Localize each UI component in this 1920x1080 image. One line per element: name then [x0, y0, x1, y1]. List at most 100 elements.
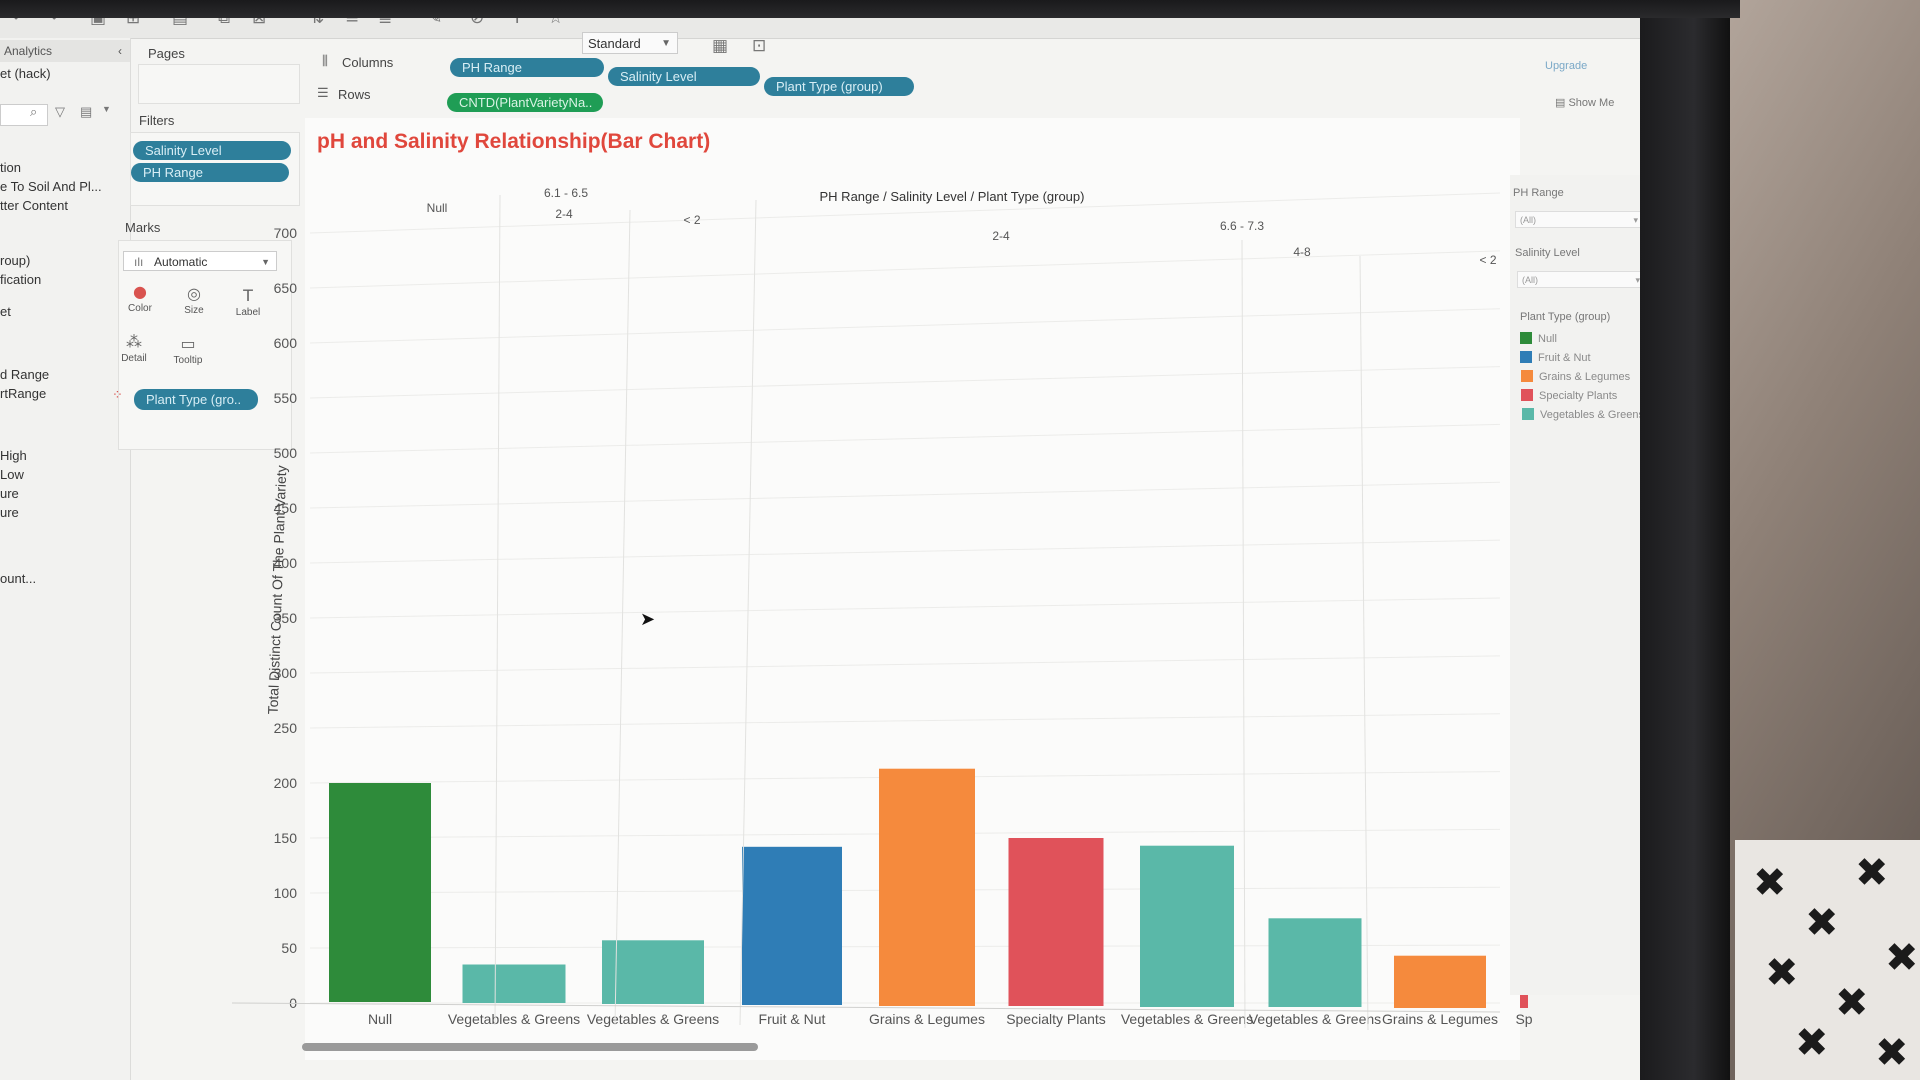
label-button-label: Label — [235, 307, 261, 318]
ph-group-label: 6.6 - 7.3 — [1220, 219, 1264, 233]
field-item[interactable]: High — [0, 448, 27, 463]
mark-type-value: Automatic — [154, 255, 208, 269]
legend-swatch — [1520, 332, 1532, 344]
salinity-filter-title: Salinity Level — [1515, 247, 1580, 259]
detail-icon: ⁂ — [126, 332, 142, 351]
bar — [462, 964, 566, 1003]
columns-pill-plant-type[interactable]: Plant Type (group) — [764, 77, 914, 96]
fit-select-value: Standard — [588, 36, 641, 51]
columns-pill-ph-range[interactable]: PH Range — [450, 58, 604, 77]
filter-pill-salinity[interactable]: Salinity Level — [133, 141, 291, 160]
gridline — [309, 597, 1501, 619]
pages-shelf[interactable] — [138, 64, 300, 104]
field-item[interactable]: roup) — [0, 253, 31, 268]
size-button[interactable]: ◎ Size — [170, 278, 218, 324]
analytics-tab-label: Analytics — [4, 44, 53, 58]
salinity-filter-select[interactable]: (All) ▾ — [1517, 271, 1645, 288]
detail-button[interactable]: ⁂ Detail — [110, 326, 158, 372]
marks-title: Marks — [125, 220, 161, 235]
bar-mark-icon: ılı — [134, 255, 144, 269]
show-me-button[interactable]: ▤ Show Me — [1555, 96, 1614, 109]
tooltip-icon: ▭ — [180, 334, 196, 353]
field-item[interactable]: ount... — [0, 571, 37, 586]
show-mark-labels-icon[interactable]: T — [512, 8, 523, 28]
gridline — [309, 192, 1501, 234]
bar — [879, 768, 975, 1006]
legend-item-grains-legumes[interactable]: Grains & Legumes — [1521, 370, 1630, 383]
salinity-group-label: < 2 — [683, 213, 700, 227]
x-axis-line — [231, 1002, 1501, 1013]
legend-item-vegetables-greens[interactable]: Vegetables & Greens — [1522, 408, 1644, 421]
field-item[interactable]: d Range — [0, 367, 50, 382]
ph-range-filter-select[interactable]: (All) ▾ — [1515, 211, 1643, 228]
label-icon: T — [243, 286, 253, 305]
filter-fields-icon[interactable]: ▽ — [55, 104, 65, 119]
header-title: PH Range / Salinity Level / Plant Type (… — [820, 189, 1085, 204]
y-tick-label: 300 — [274, 665, 298, 681]
y-tick-label: 450 — [274, 500, 298, 516]
fit-select[interactable]: Standard ▼ — [582, 32, 678, 54]
view-options-icon[interactable]: ▤ — [80, 104, 93, 119]
salinity-group-label: 2-4 — [992, 229, 1010, 243]
field-item[interactable]: Low — [0, 467, 24, 482]
y-tick-label: 550 — [274, 390, 298, 406]
show-cards-icon[interactable]: ▦ — [712, 36, 729, 56]
field-item[interactable]: e To Soil And Pl... — [0, 179, 102, 194]
legend-swatch — [1521, 389, 1533, 401]
collapse-icon[interactable]: ‹ — [118, 44, 122, 58]
search-field-input[interactable] — [0, 104, 48, 126]
datasource-name[interactable]: et (hack) — [0, 66, 51, 81]
y-tick-label: 200 — [274, 775, 298, 791]
chevron-down-icon: ▼ — [261, 257, 270, 267]
search-icon: ⌕ — [30, 104, 38, 119]
horizontal-scrollbar[interactable] — [302, 1043, 758, 1051]
color-button-label: Color — [128, 303, 152, 314]
color-button[interactable]: ● Color — [116, 276, 164, 322]
legend-item-fruit-nut[interactable]: Fruit & Nut — [1520, 351, 1591, 364]
gridline — [309, 250, 1501, 289]
field-item[interactable]: ure — [0, 486, 19, 501]
x-category-label: Grains & Legumes — [1382, 1011, 1498, 1027]
ph-group-label: Null — [427, 201, 448, 215]
y-tick-label: 50 — [281, 940, 297, 956]
analytics-tab[interactable]: Analytics ‹ — [0, 40, 130, 62]
pane-divider — [614, 209, 631, 1026]
x-category-label: Grains & Legumes — [869, 1011, 985, 1027]
x-category-label: Specialty Plants — [1006, 1011, 1106, 1027]
salinity-filter-value: (All) — [1522, 275, 1538, 285]
field-item[interactable]: tion — [0, 160, 21, 175]
field-item[interactable]: ure — [0, 505, 19, 520]
tooltip-button[interactable]: ▭ Tooltip — [164, 328, 212, 374]
pane-divider — [739, 199, 757, 1026]
chevron-down-icon: ▾ — [1633, 215, 1638, 225]
field-item[interactable]: fication — [0, 272, 42, 287]
y-tick-label: 600 — [274, 335, 298, 351]
legend-item-null[interactable]: Null — [1520, 332, 1557, 345]
rows-pill-cntd[interactable]: CNTD(PlantVarietyNa.. — [447, 93, 603, 112]
ph-range-filter-title: PH Range — [1513, 187, 1564, 199]
legend-label: Null — [1538, 333, 1557, 345]
y-tick-label: 150 — [274, 830, 298, 846]
rows-icon: ☰ — [317, 85, 329, 100]
y-tick-label: 700 — [274, 225, 298, 241]
bar — [329, 783, 431, 1002]
y-tick-label: 650 — [274, 280, 298, 296]
label-button[interactable]: T Label — [224, 280, 272, 326]
pane-divider — [1359, 255, 1369, 1031]
bar-chart[interactable]: PH Range / Salinity Level / Plant Type (… — [0, 0, 1650, 1080]
field-item[interactable]: rtRange — [0, 386, 47, 401]
mark-type-select[interactable]: ılı Automatic ▼ — [123, 251, 277, 271]
presentation-mode-icon[interactable]: ⊡ — [752, 36, 767, 56]
field-item[interactable]: tter Content — [0, 198, 68, 213]
ph-group-label: 6.1 - 6.5 — [544, 186, 588, 200]
filter-pill-ph[interactable]: PH Range — [131, 163, 289, 182]
columns-pill-salinity-level[interactable]: Salinity Level — [608, 67, 760, 86]
upgrade-link[interactable]: Upgrade — [1545, 60, 1588, 72]
legend-item-specialty-plants[interactable]: Specialty Plants — [1521, 389, 1617, 402]
bar — [1008, 838, 1104, 1006]
legend-label: Specialty Plants — [1539, 390, 1618, 402]
field-item[interactable]: et — [0, 304, 11, 319]
columns-shelf-label: Columns — [342, 55, 394, 70]
marks-color-pill[interactable]: Plant Type (gro.. — [134, 389, 258, 410]
gridline — [309, 481, 1501, 509]
